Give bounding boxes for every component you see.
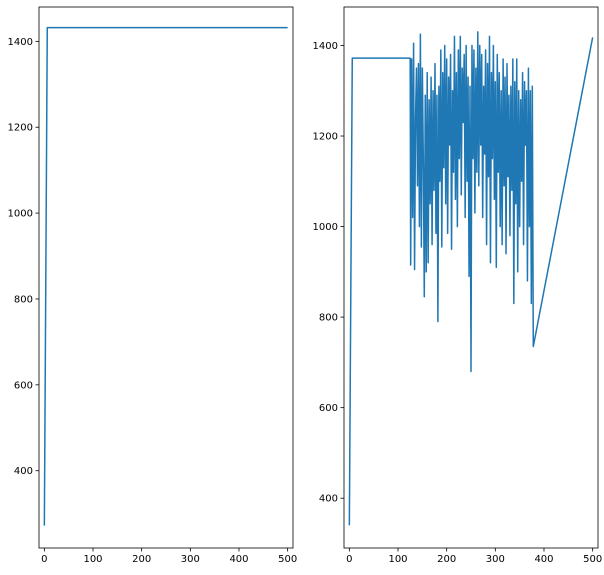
y-tick-label: 800: [319, 313, 338, 324]
y-tick-label: 400: [14, 466, 33, 477]
x-tick-label: 200: [132, 554, 151, 565]
axes-frame: [38, 6, 294, 549]
x-tick-label: 100: [83, 554, 102, 565]
y-tick-label: 1200: [8, 123, 33, 134]
left-chart-panel: 0 100 200 300 400 500 400 600 800 1000 1200 1400: [8, 6, 297, 565]
series-line: [43, 26, 288, 526]
y-tick-label: 1000: [8, 209, 33, 220]
y-tick-label: 1200: [313, 132, 338, 143]
axes-frame: [343, 6, 599, 549]
x-tick-label: 500: [278, 554, 297, 565]
x-tick-label: 0: [346, 554, 352, 565]
x-tick-label: 200: [437, 554, 456, 565]
x-tick-label: 300: [486, 554, 505, 565]
right-chart-panel: 0 100 200 300 400 500 400 600 800 1000 1200 1400: [313, 6, 602, 565]
x-tick-label: 400: [534, 554, 553, 565]
y-tick-label: 1400: [313, 41, 338, 52]
x-tick-label: 100: [388, 554, 407, 565]
y-tick-label: 600: [319, 403, 338, 414]
x-tick-label: 500: [583, 554, 602, 565]
series-line: [348, 31, 594, 526]
x-tick-label: 400: [229, 554, 248, 565]
y-tick-label: 400: [319, 494, 338, 505]
y-tick-label: 1400: [8, 37, 33, 48]
y-tick-label: 600: [14, 380, 33, 391]
x-tick-label: 0: [41, 554, 47, 565]
y-tick-label: 800: [14, 294, 33, 305]
y-tick-label: 1000: [313, 222, 338, 233]
x-tick-label: 300: [181, 554, 200, 565]
